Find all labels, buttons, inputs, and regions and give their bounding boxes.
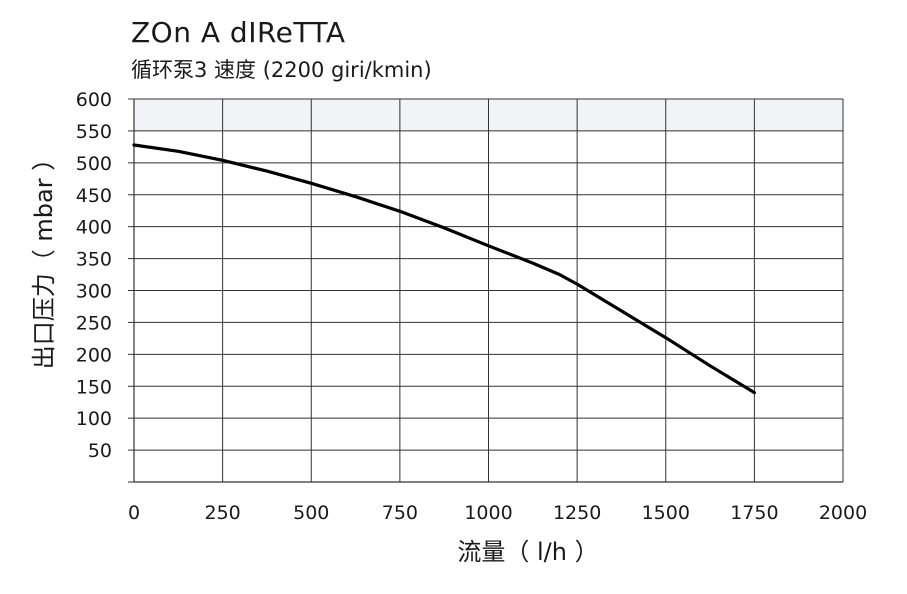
y-tick-label: 250: [76, 312, 112, 334]
y-tick-label: 400: [76, 217, 112, 239]
x-tick-label: 750: [382, 502, 418, 524]
y-tick-label: 450: [76, 185, 112, 207]
y-tick-label: 150: [76, 376, 112, 398]
x-tick-label: 1000: [464, 502, 512, 524]
x-tick-label: 250: [204, 502, 240, 524]
x-tick-label: 1500: [642, 502, 690, 524]
y-tick-label: 600: [76, 89, 112, 111]
y-tick-label: 550: [76, 121, 112, 143]
x-tick-label: 0: [128, 502, 140, 524]
x-tick-label: 1750: [730, 502, 778, 524]
chart-subtitle: 循环泵3 速度 (2200 giri/kmin): [131, 58, 432, 82]
series-line: [132, 143, 756, 395]
y-tick-label: 500: [76, 153, 112, 175]
chart-title: ZOn A dIReTTA: [131, 16, 346, 49]
y-tick-label: 300: [76, 281, 112, 303]
x-tick-label: 500: [293, 502, 329, 524]
y-tick-label: 100: [76, 408, 112, 430]
y-axis-label: 出口压力（ mbar ）: [30, 147, 58, 369]
x-tick-label: 1250: [553, 502, 601, 524]
x-tick-label: 2000: [819, 502, 867, 524]
x-axis-label: 流量（ l/h ）: [457, 538, 598, 566]
y-tick-label: 200: [76, 344, 112, 366]
y-tick-label: 50: [88, 440, 112, 462]
y-tick-label: 350: [76, 249, 112, 271]
